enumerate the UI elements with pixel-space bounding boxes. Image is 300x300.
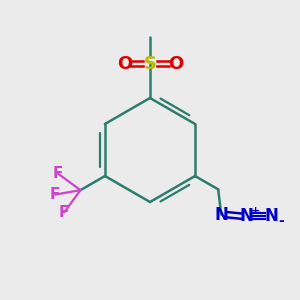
Text: N: N bbox=[265, 207, 279, 225]
Text: F: F bbox=[59, 205, 69, 220]
Text: N: N bbox=[214, 206, 228, 224]
Text: S: S bbox=[143, 55, 157, 73]
Text: O: O bbox=[168, 55, 183, 73]
Text: O: O bbox=[117, 55, 132, 73]
Text: -: - bbox=[278, 214, 284, 228]
Text: +: + bbox=[251, 206, 260, 216]
Text: F: F bbox=[53, 166, 63, 181]
Text: F: F bbox=[50, 187, 60, 202]
Text: N: N bbox=[239, 207, 254, 225]
